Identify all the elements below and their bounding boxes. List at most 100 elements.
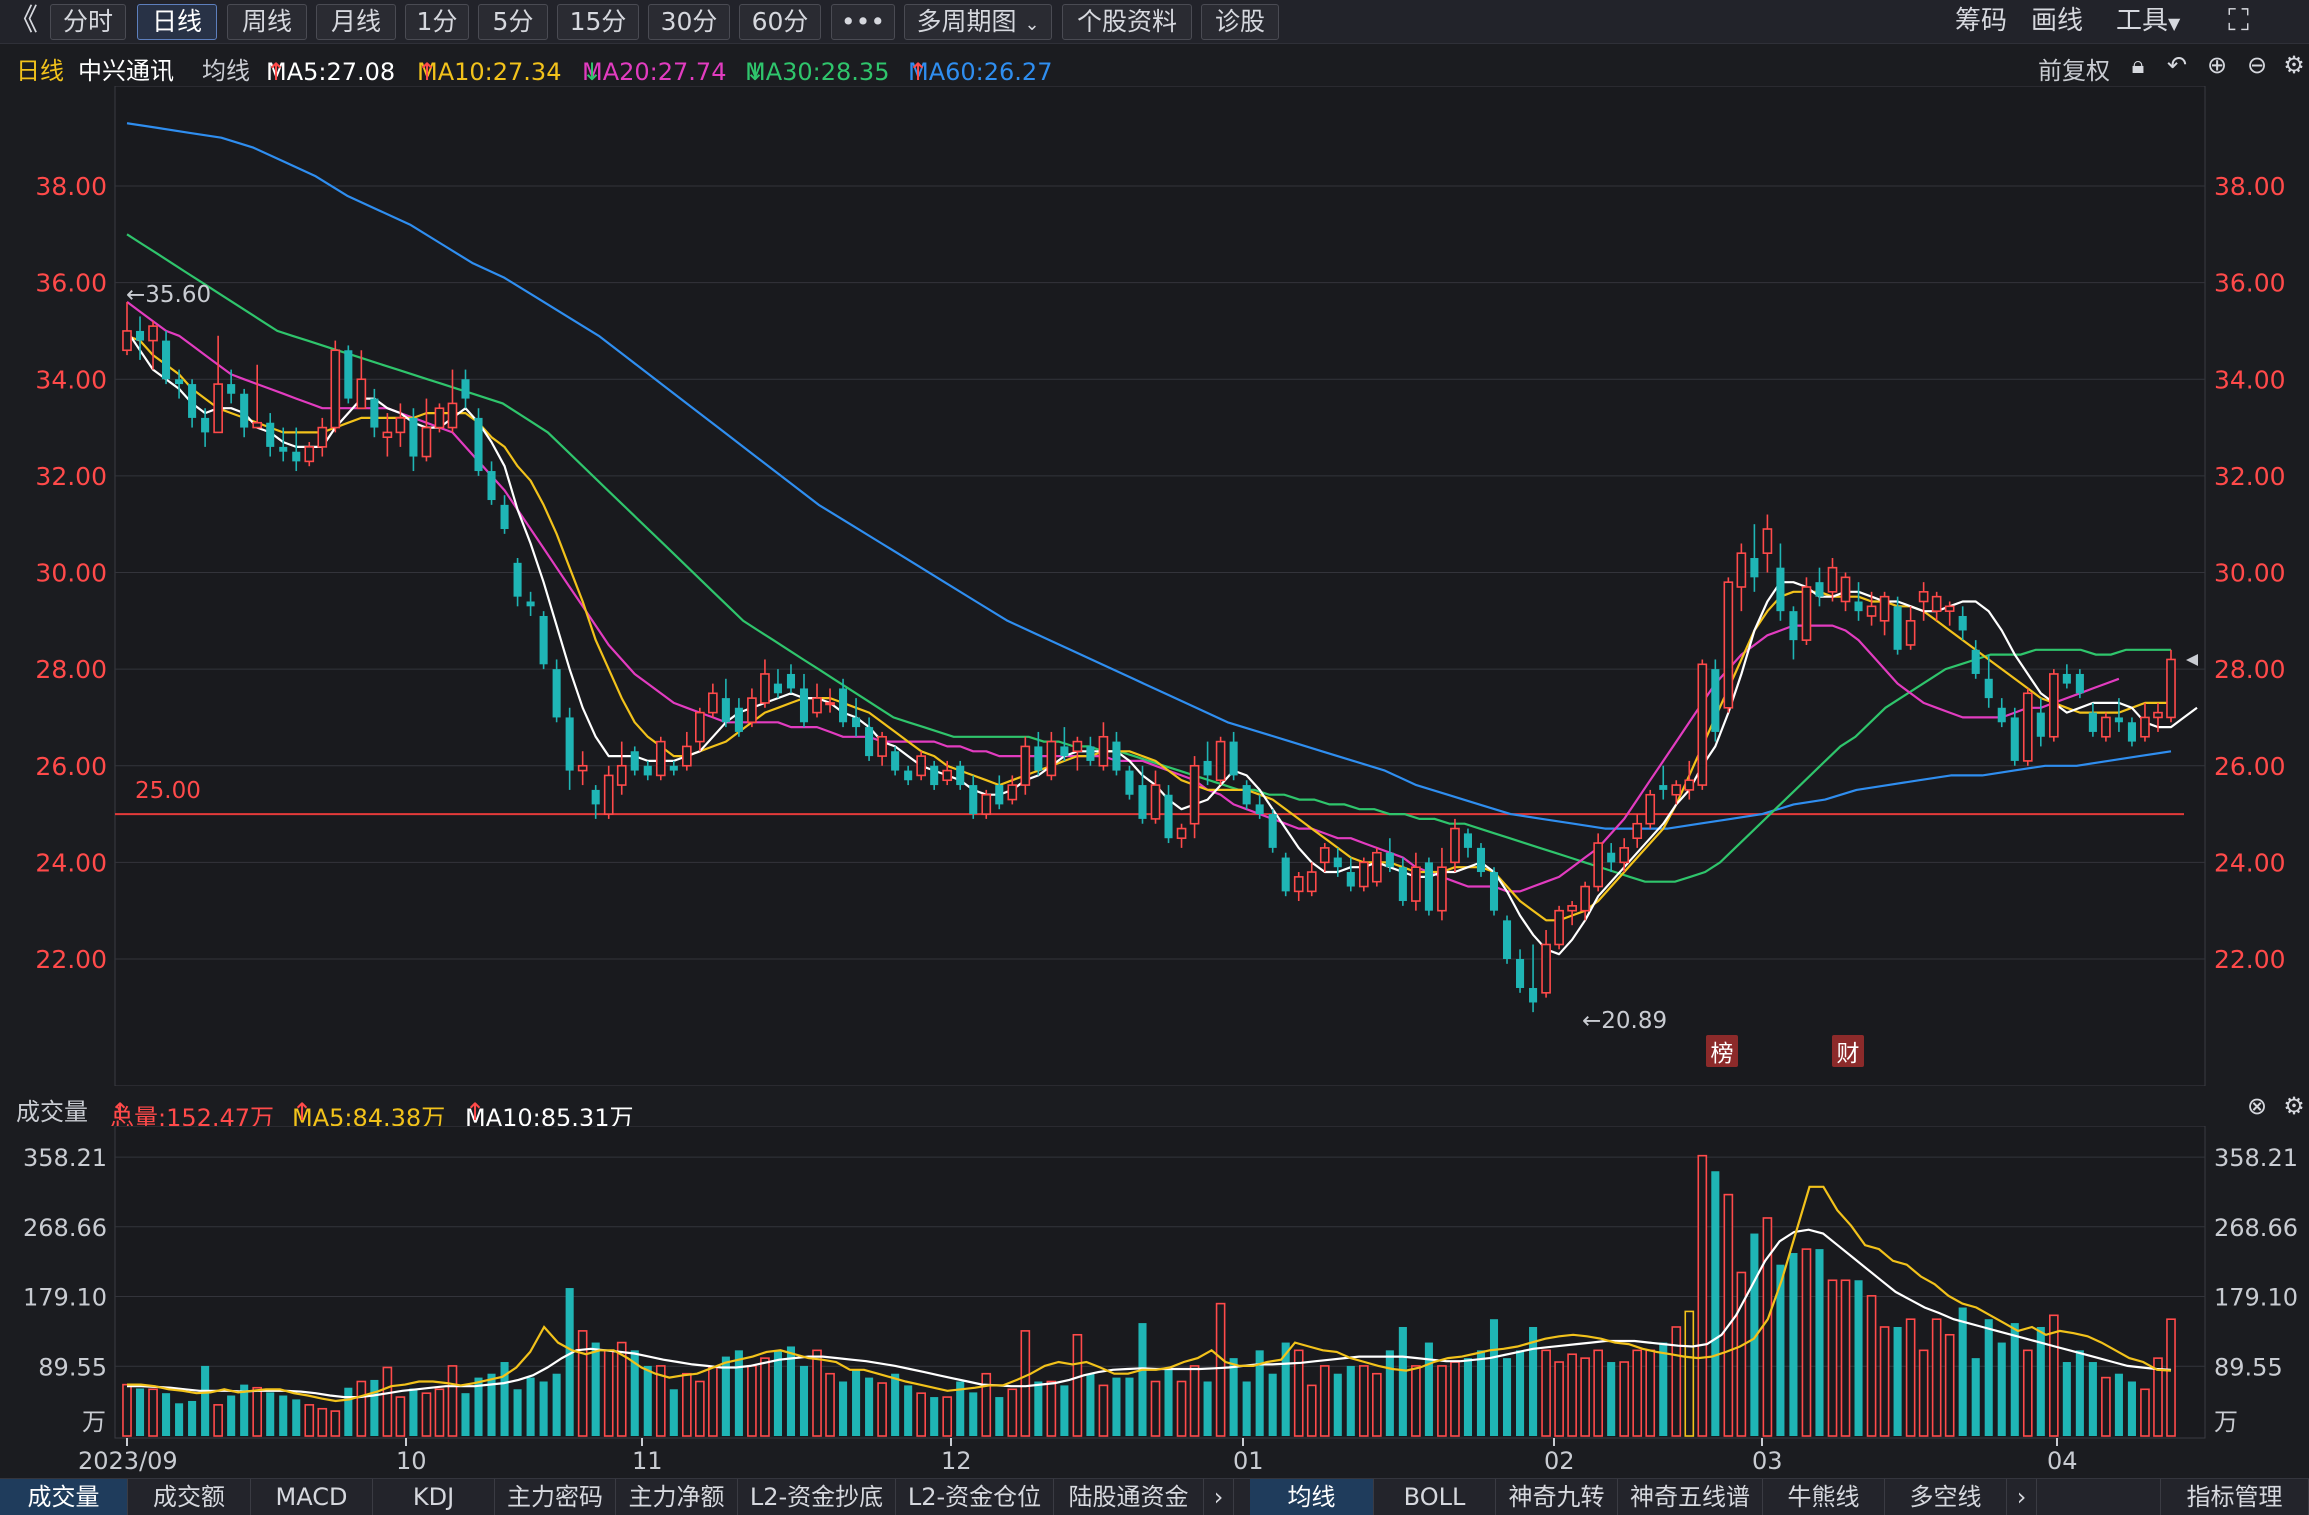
price-tick-label: 36.00 [2214,269,2286,298]
indicator-manage-button[interactable]: 指标管理 [2160,1479,2309,1515]
adjust-mode-button[interactable]: 前复权 [2038,57,2110,85]
tab-volume[interactable]: 成交量 [0,1479,128,1515]
candle-body-up [1319,847,1330,864]
volume-bar-up [1645,1349,1656,1437]
tab-boll[interactable]: BOLL [1374,1479,1496,1515]
date-tick-label: 10 [396,1447,427,1475]
candle-body-down [1815,582,1824,597]
volume-chart[interactable]: 358.21 358.21 268.66 268.66 179.10 179.10 89.5… [0,1126,2309,1478]
stock-profile-button[interactable]: 个股资料 [1062,4,1192,40]
settings-gear-icon[interactable]: ⚙ [2283,51,2305,79]
volume-bar-up [2153,1357,2163,1437]
chevron-right-icon[interactable]: › [1204,1479,1234,1515]
zoom-in-icon[interactable]: ⊕ [2206,51,2228,79]
volume-bar-up [1319,1365,1330,1437]
close-indicator-icon[interactable]: ⊗ [2246,1092,2268,1120]
tab-1min[interactable]: 1分 [405,4,469,40]
tab-magic-five[interactable]: 神奇五线谱 [1618,1479,1763,1515]
candle-body-down [201,417,210,433]
tab-kdj[interactable]: KDJ [373,1479,495,1515]
arrow-up-icon: ↑ [110,1098,131,1126]
candle-body-down [500,504,509,530]
candle-body-down [799,688,809,723]
tab-main-net[interactable]: 主力净额 [616,1479,738,1515]
tab-main-code[interactable]: 主力密码 [495,1479,616,1515]
price-tick-label: 30.00 [2214,559,2286,588]
diagnose-button[interactable]: 诊股 [1201,4,1279,40]
undo-icon[interactable]: ↶ [2166,51,2188,79]
volume-info-bar: 成交量 总量:152.47万 ↑ MA5:84.38万 ↑ MA10:85.31万 ↑… [0,1086,2309,1132]
candle-body-up [2153,711,2163,719]
tools-menu[interactable]: 工具▼ [2116,4,2180,40]
multi-period-dropdown[interactable]: 多周期图 ⌄ [904,4,1052,40]
ma20-line [126,301,2120,893]
event-marker-label: 财 [1837,1041,1860,1067]
ma-label[interactable]: 均线 [202,57,250,85]
candle-body-up [304,446,315,463]
candle-body-down [2075,673,2084,694]
volume-bar-down [1854,1280,1863,1436]
tab-bull-bear[interactable]: 牛熊线 [1763,1479,1885,1515]
candle-body-up [148,325,158,342]
price-chart[interactable]: 38.00 36.00 34.00 32.00 30.00 28.00 26.00 24.00… [0,86,2309,1086]
volume-bar-down [1255,1350,1264,1436]
zoom-out-icon[interactable]: ⊖ [2246,51,2268,79]
candle-body-down [135,330,145,341]
more-periods-button[interactable]: ••• [831,4,895,40]
candle-body-down [1268,814,1277,848]
volume-bar-up [1176,1380,1187,1437]
candle-body-up [1827,566,1838,593]
candle-body-up [421,426,432,458]
volume-bar-down [461,1393,470,1436]
volume-bar-up [603,1349,614,1437]
volume-bar-down [2088,1362,2097,1436]
lock-icon[interactable]: 🔒︎ [2131,51,2145,79]
volume-bar-down [1463,1358,1473,1436]
volume-bar-up [1020,1330,1031,1437]
arrow-up-icon: ↑ [266,58,287,86]
ma60-line [126,122,2172,830]
collapse-left-icon[interactable]: 《 [8,3,38,38]
tab-l2-bottom[interactable]: L2-资金抄底 [738,1479,896,1515]
tab-5min[interactable]: 5分 [478,4,548,40]
tab-weekly[interactable]: 周线 [227,4,307,40]
fullscreen-icon[interactable]: ⛶ [2228,3,2249,38]
tab-ma[interactable]: 均线 [1250,1479,1374,1515]
draw-line-button[interactable]: 画线 [2031,6,2084,36]
volume-bar-down [370,1379,379,1436]
candle-body-down [930,765,939,786]
candle-body-down [1893,606,1902,650]
tab-15min[interactable]: 15分 [557,4,639,40]
volume-bar-up [1007,1388,1018,1437]
tab-turnover[interactable]: 成交额 [128,1479,251,1515]
tab-northbound[interactable]: 陆股通资金 [1054,1479,1204,1515]
volume-bar-up [1827,1279,1838,1437]
volume-bar-up [356,1380,367,1437]
tab-long-short[interactable]: 多空线 [1885,1479,2007,1515]
volume-settings-gear-icon[interactable]: ⚙ [2283,1092,2305,1120]
volume-bar-up [708,1366,718,1437]
tab-magic-nine[interactable]: 神奇九转 [1496,1479,1618,1515]
price-tick-label: 32.00 [2214,462,2286,491]
low-price-annotation: ←20.89 [1582,1008,1667,1034]
chevron-right-icon[interactable]: › [2007,1479,2037,1515]
tab-monthly[interactable]: 月线 [316,4,396,40]
tab-daily[interactable]: 日线 [137,4,217,40]
candle-body-down [1255,804,1264,815]
candle-body-up [1697,663,1708,786]
candle-body-down [904,770,913,781]
tab-intraday[interactable]: 分时 [50,4,126,40]
tab-30min[interactable]: 30分 [648,4,730,40]
candle-body-up [1358,861,1369,888]
candle-body-down [669,765,678,771]
candle-body-down [1385,852,1394,868]
tab-60min[interactable]: 60分 [739,4,821,40]
volume-bar-up [577,1330,588,1437]
tab-macd[interactable]: MACD [251,1479,373,1515]
candle-body-up [760,673,770,704]
volume-bar-up [2166,1318,2176,1437]
price-axis-left: 38.00 36.00 34.00 32.00 30.00 28.00 26.00 24.00… [35,172,107,974]
chips-button[interactable]: 筹码 [1955,6,2008,36]
volume-bar-up [616,1341,627,1437]
tab-l2-position[interactable]: L2-资金仓位 [896,1479,1054,1515]
